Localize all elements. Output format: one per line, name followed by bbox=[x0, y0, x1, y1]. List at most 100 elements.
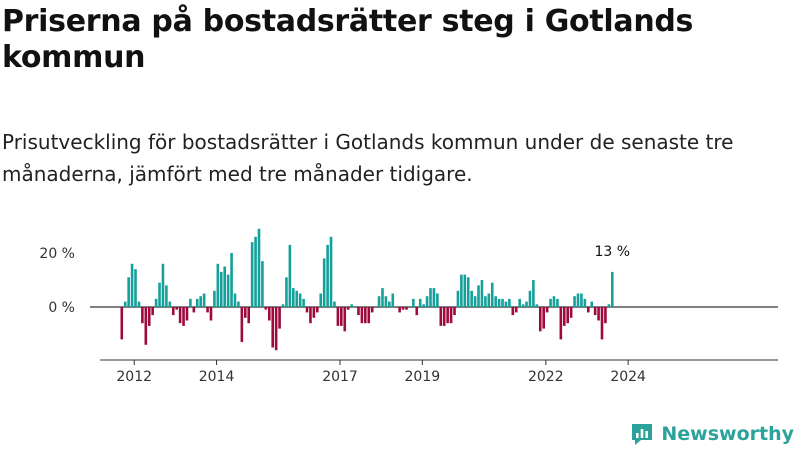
bar bbox=[442, 307, 446, 326]
bar bbox=[514, 307, 518, 313]
bar bbox=[240, 307, 244, 343]
bar bbox=[504, 301, 508, 307]
bar bbox=[322, 258, 326, 307]
bar bbox=[432, 288, 436, 307]
bar bbox=[319, 293, 323, 307]
bar bbox=[604, 307, 607, 324]
page-title: Priserna på bostadsrätter steg i Gotland… bbox=[2, 4, 694, 75]
bar bbox=[425, 296, 429, 307]
bar bbox=[391, 293, 395, 307]
bar bbox=[281, 304, 285, 307]
bar bbox=[418, 298, 422, 307]
bar bbox=[346, 307, 350, 310]
bar bbox=[144, 307, 148, 345]
bar bbox=[538, 307, 542, 332]
bar bbox=[151, 307, 154, 316]
bar bbox=[226, 274, 230, 307]
bar bbox=[316, 307, 319, 313]
bar bbox=[261, 261, 264, 307]
bar bbox=[219, 271, 223, 307]
bar bbox=[484, 296, 487, 307]
bar bbox=[446, 307, 449, 324]
bar bbox=[511, 307, 515, 316]
bar bbox=[518, 298, 521, 307]
bar bbox=[528, 290, 532, 307]
bar bbox=[336, 307, 340, 326]
last-value-label: 13 % bbox=[595, 244, 631, 260]
bar bbox=[463, 274, 467, 307]
newsworthy-brand: Newsworthy bbox=[629, 420, 794, 448]
bar bbox=[466, 277, 470, 307]
bar bbox=[360, 307, 364, 324]
x-tick-label: 2022 bbox=[528, 369, 564, 385]
chart-bars bbox=[120, 228, 614, 351]
bar bbox=[326, 244, 329, 307]
bar bbox=[340, 307, 343, 326]
bar bbox=[134, 269, 137, 307]
bar bbox=[192, 307, 196, 313]
bar bbox=[545, 307, 549, 313]
bar bbox=[295, 290, 299, 307]
bar bbox=[453, 307, 456, 316]
bar bbox=[343, 307, 347, 332]
bar bbox=[487, 293, 491, 307]
newsworthy-logo-icon bbox=[632, 424, 653, 445]
bar bbox=[559, 307, 563, 340]
bar bbox=[576, 293, 580, 307]
bar bbox=[381, 288, 384, 307]
bar bbox=[202, 293, 206, 307]
bar bbox=[127, 277, 130, 307]
bar bbox=[470, 290, 473, 307]
bar bbox=[267, 307, 271, 321]
bar bbox=[206, 307, 209, 313]
bar bbox=[213, 290, 216, 307]
bar bbox=[597, 307, 600, 321]
bar bbox=[274, 307, 278, 351]
bar bbox=[350, 304, 353, 307]
bar bbox=[123, 301, 127, 307]
bar bbox=[257, 228, 261, 307]
bar bbox=[305, 307, 309, 313]
bar bbox=[401, 307, 405, 310]
bar bbox=[367, 307, 371, 324]
bar bbox=[439, 307, 443, 326]
bar bbox=[586, 307, 590, 313]
bar bbox=[195, 298, 199, 307]
bar bbox=[542, 307, 545, 329]
bar bbox=[501, 298, 504, 307]
bar bbox=[165, 285, 168, 307]
x-tick-label: 2019 bbox=[405, 369, 441, 385]
bar bbox=[223, 266, 226, 307]
bar bbox=[384, 296, 388, 307]
bar bbox=[573, 296, 576, 307]
bar bbox=[600, 307, 604, 340]
bar bbox=[412, 298, 415, 307]
chart-axes: 20 % 0 % 13 % 2012 2014 2017 2019 2022 2024 bbox=[39, 244, 778, 385]
bar bbox=[449, 307, 453, 324]
x-tick-label: 2014 bbox=[199, 369, 235, 385]
bar bbox=[357, 307, 360, 316]
bar bbox=[562, 307, 566, 326]
bar bbox=[230, 253, 233, 307]
bar bbox=[377, 296, 381, 307]
bar bbox=[158, 282, 161, 307]
bar bbox=[477, 285, 480, 307]
bar bbox=[556, 298, 559, 307]
bar bbox=[161, 263, 165, 307]
bar bbox=[405, 307, 408, 310]
bar bbox=[254, 236, 257, 307]
bar bbox=[508, 298, 511, 307]
bar bbox=[171, 307, 175, 316]
bar bbox=[593, 307, 597, 316]
bar bbox=[552, 296, 556, 307]
bar bbox=[370, 307, 374, 313]
bar bbox=[312, 307, 316, 318]
bar bbox=[199, 296, 202, 307]
bar bbox=[610, 271, 614, 307]
x-tick-label: 2017 bbox=[322, 369, 358, 385]
bar bbox=[178, 307, 182, 324]
bar bbox=[216, 263, 220, 307]
bar bbox=[175, 307, 178, 310]
bar bbox=[473, 296, 477, 307]
bar bbox=[549, 298, 552, 307]
